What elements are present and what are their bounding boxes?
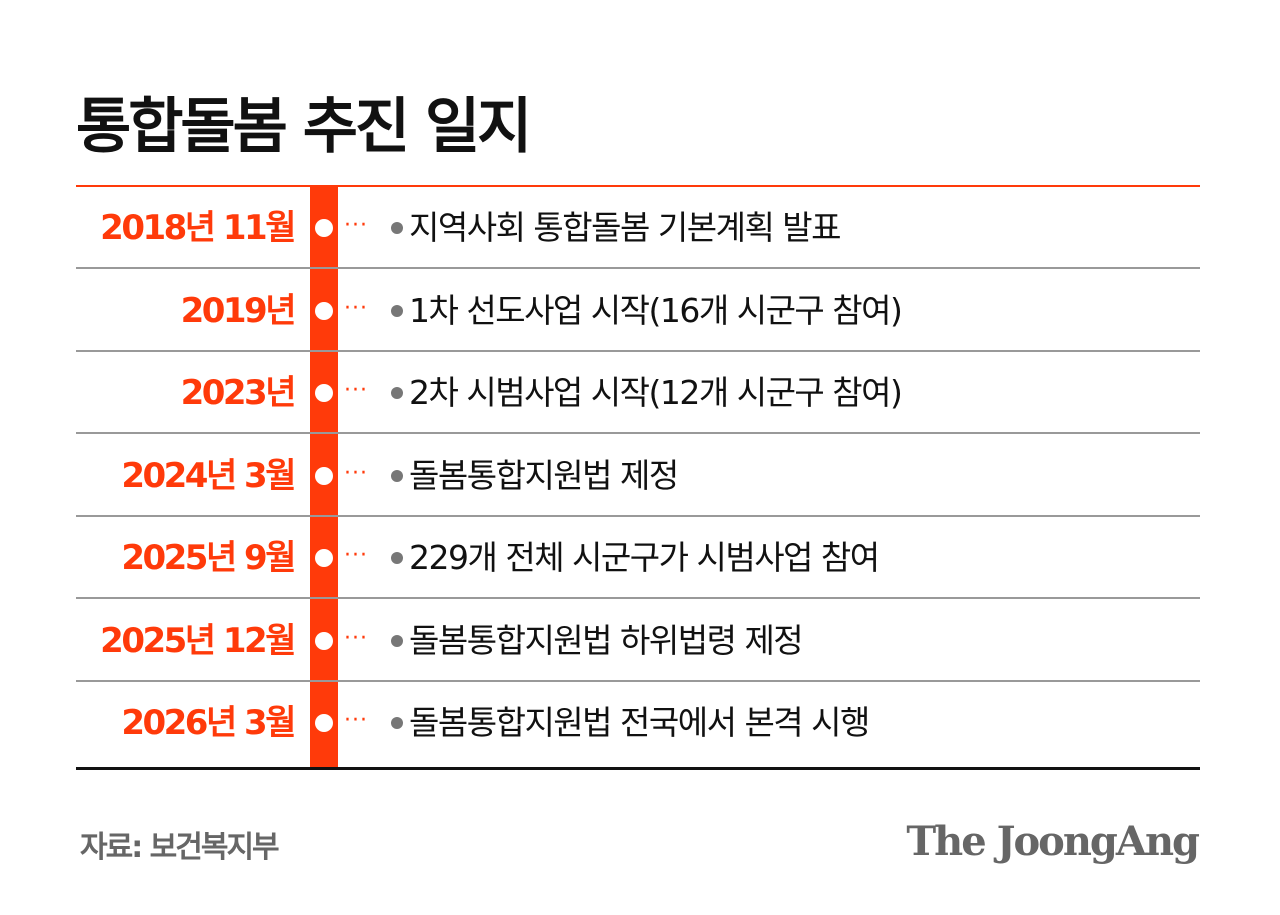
row-divider [76,597,1200,599]
timeline-event: 2차 시범사업 시작(12개 시군구 참여) [409,373,903,412]
timeline-node-icon [315,219,333,237]
bullet-icon [391,717,403,729]
timeline-row: 2024년 3월 ··· 돌봄통합지원법 제정 [76,435,1200,517]
timeline-node-icon [315,384,333,402]
timeline: 2018년 11월 ··· 지역사회 통합돌봄 기본계획 발표 2019년 ··· 1차 … [76,185,1200,770]
timeline-row: 2025년 12월 ··· 돌봄통합지원법 하위법령 제정 [76,600,1200,682]
source-note: 자료: 보건복지부 [80,830,280,865]
page-title: 통합돌봄 추진 일지 [76,92,532,162]
timeline-row: 2023년 ··· 2차 시범사업 시작(12개 시군구 참여) [76,352,1200,434]
row-divider [76,514,1200,517]
timeline-date: 2026년 3월 [121,703,296,743]
bullet-icon [391,552,403,564]
timeline-date: 2023년 [180,373,297,413]
bullet-icon [391,387,403,399]
timeline-date: 2025년 12월 [100,620,296,661]
timeline-row: 2025년 9월 ··· 229개 전체 시군구가 시범사업 참여 [76,517,1200,599]
publisher-logo: The JoongAng [906,818,1200,865]
connector-dots: ··· [344,378,368,403]
timeline-node-icon [315,549,333,567]
connector-dots: ··· [344,625,368,651]
row-divider [76,349,1200,352]
timeline-row: 2026년 3월 ··· 돌봄통합지원법 전국에서 본격 시행 [76,682,1200,764]
connector-dots: ··· [344,213,368,238]
bullet-icon [391,469,403,482]
bullet-icon [391,634,403,647]
timeline-row: 2019년 ··· 1차 선도사업 시작(16개 시군구 참여) [76,270,1200,352]
timeline-event: 229개 전체 시군구가 시범사업 참여 [409,538,880,577]
bullet-icon [391,304,403,317]
row-divider [76,267,1200,269]
timeline-date: 2018년 11월 [100,208,296,248]
timeline-node-icon [315,714,333,732]
row-divider [76,679,1200,682]
timeline-node-icon [315,631,333,650]
row-divider [76,432,1200,434]
connector-dots: ··· [344,295,368,321]
timeline-event: 돌봄통합지원법 제정 [409,455,679,495]
timeline-date: 2025년 9월 [121,538,296,578]
timeline-event: 지역사회 통합돌봄 기본계획 발표 [409,208,842,247]
timeline-date: 2019년 [180,290,297,331]
timeline-node-icon [315,301,333,320]
timeline-event: 돌봄통합지원법 전국에서 본격 시행 [409,703,870,742]
timeline-event: 돌봄통합지원법 하위법령 제정 [409,620,804,660]
connector-dots: ··· [344,708,368,733]
timeline-row: 2018년 11월 ··· 지역사회 통합돌봄 기본계획 발표 [76,187,1200,269]
timeline-node-icon [315,466,333,485]
timeline-event: 1차 선도사업 시작(16개 시군구 참여) [409,290,903,330]
connector-dots: ··· [344,460,368,486]
timeline-date: 2024년 3월 [121,455,296,496]
connector-dots: ··· [344,543,368,568]
bullet-icon [391,222,403,234]
